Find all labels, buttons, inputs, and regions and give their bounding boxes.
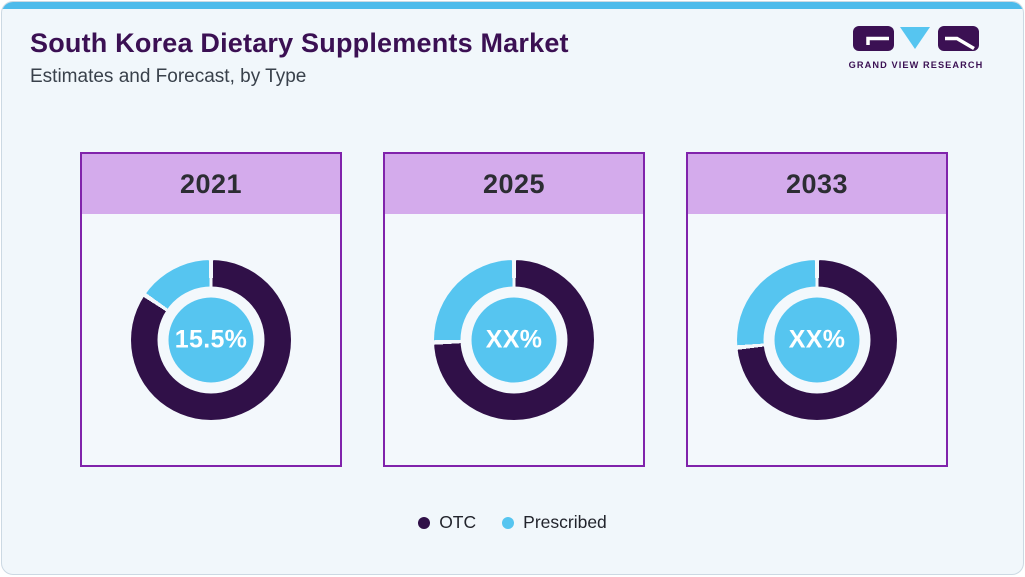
card-2033-body: XX% bbox=[688, 214, 946, 465]
donut-center-value: XX% bbox=[485, 325, 543, 353]
legend-item-otc: OTC bbox=[418, 512, 476, 533]
card-2033: 2033 XX% bbox=[686, 152, 948, 467]
donut-center-badge: XX% bbox=[774, 297, 860, 382]
card-2033-header: 2033 bbox=[688, 154, 946, 214]
card-2025: 2025 XX% bbox=[383, 152, 645, 467]
donut-center-value: XX% bbox=[788, 325, 846, 353]
donut-chart-2021: 15.5% bbox=[131, 259, 291, 420]
donut-chart-2025: XX% bbox=[434, 259, 594, 420]
page-subtitle: Estimates and Forecast, by Type bbox=[30, 66, 307, 87]
legend-label-otc: OTC bbox=[439, 512, 477, 532]
card-2021-year-label: 2021 bbox=[179, 168, 243, 199]
page-title: South Korea Dietary Supplements Market bbox=[30, 28, 569, 58]
legend-label-prescribed: Prescribed bbox=[523, 512, 607, 532]
card-2025-body: XX% bbox=[385, 214, 643, 465]
logo-brand-text: GRAND VIEW RESEARCH bbox=[849, 60, 984, 70]
top-accent-bar bbox=[2, 2, 1023, 9]
prescribed-dot-icon bbox=[502, 516, 515, 529]
gvr-logo-icon: GRAND VIEW RESEARCH bbox=[849, 26, 984, 70]
donut-center-badge: XX% bbox=[471, 297, 557, 382]
donut-center-value: 15.5% bbox=[174, 325, 248, 353]
header: South Korea Dietary Supplements Market E… bbox=[30, 28, 569, 88]
otc-dot-icon bbox=[418, 516, 431, 529]
legend: OTC Prescribed bbox=[2, 512, 1023, 533]
card-2021-body: 15.5% bbox=[82, 214, 340, 465]
card-2025-header: 2025 bbox=[385, 154, 643, 214]
card-2021-header: 2021 bbox=[82, 154, 340, 214]
donut-center-badge: 15.5% bbox=[168, 297, 254, 382]
card-2033-year-label: 2033 bbox=[785, 168, 849, 199]
grand-view-research-logo: GRAND VIEW RESEARCH bbox=[841, 26, 991, 79]
donut-chart-2033: XX% bbox=[737, 259, 897, 420]
card-2021: 2021 15.5% bbox=[80, 152, 342, 467]
card-2025-year-label: 2025 bbox=[482, 168, 546, 199]
legend-item-prescribed: Prescribed bbox=[502, 512, 607, 533]
